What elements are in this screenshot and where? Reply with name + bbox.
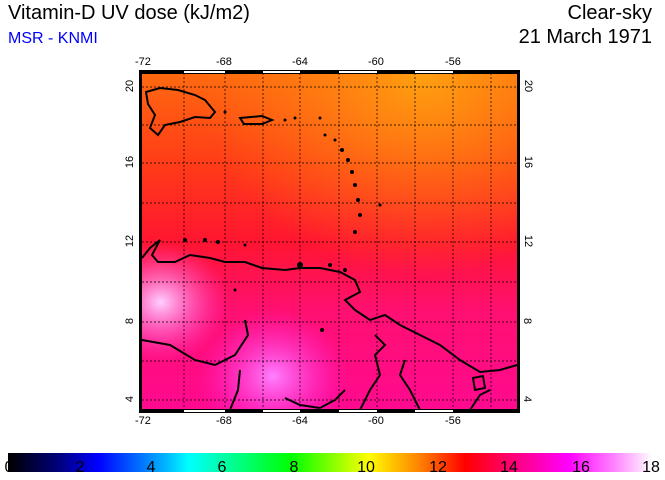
date-label: 21 March 1971 [518,26,652,48]
lon-tick-bottom: -60 [368,415,384,427]
uv-dose-map [139,70,520,413]
lat-tick-right: 12 [522,234,535,248]
lat-tick-left: 8 [124,317,137,325]
coastlines [141,86,518,411]
map-title: Vitamin-D UV dose (kJ/m2) [8,2,250,24]
colorbar-label: 18 [642,459,660,476]
colorbar-label: 6 [217,459,227,476]
source-label: MSR - KNMI [8,30,98,47]
lat-tick-right: 16 [522,155,535,169]
colorbar-label: 10 [357,459,375,476]
lat-tick-left: 20 [124,79,137,93]
colorbar-label: 2 [75,459,85,476]
colorbar-label: 8 [289,459,299,476]
colorbar-label: 12 [429,459,447,476]
lon-tick-top: -68 [216,56,232,68]
lat-tick-right: 20 [522,79,535,93]
lon-tick-top: -72 [135,56,151,68]
lon-tick-bottom: -56 [445,415,461,427]
sky-condition: Clear-sky [567,2,652,24]
lon-tick-bottom: -72 [135,415,151,427]
lon-tick-bottom: -64 [292,415,308,427]
lat-tick-left: 4 [124,395,137,403]
island-markers [183,110,382,332]
colorbar-label: 4 [146,459,156,476]
colorbar-label: 16 [572,459,590,476]
axis-bars [139,70,520,413]
lon-tick-top: -64 [292,56,308,68]
colorbar [8,453,652,472]
colorbar-label: 14 [500,459,518,476]
lat-tick-right: 4 [521,395,534,403]
lat-tick-left: 16 [124,155,137,169]
lat-tick-left: 12 [124,234,137,248]
graticule [142,73,517,410]
colorbar-label: 0 [4,459,14,476]
lon-tick-top: -56 [445,56,461,68]
lat-tick-right: 8 [521,317,534,325]
lon-tick-top: -60 [368,56,384,68]
lon-tick-bottom: -68 [216,415,232,427]
